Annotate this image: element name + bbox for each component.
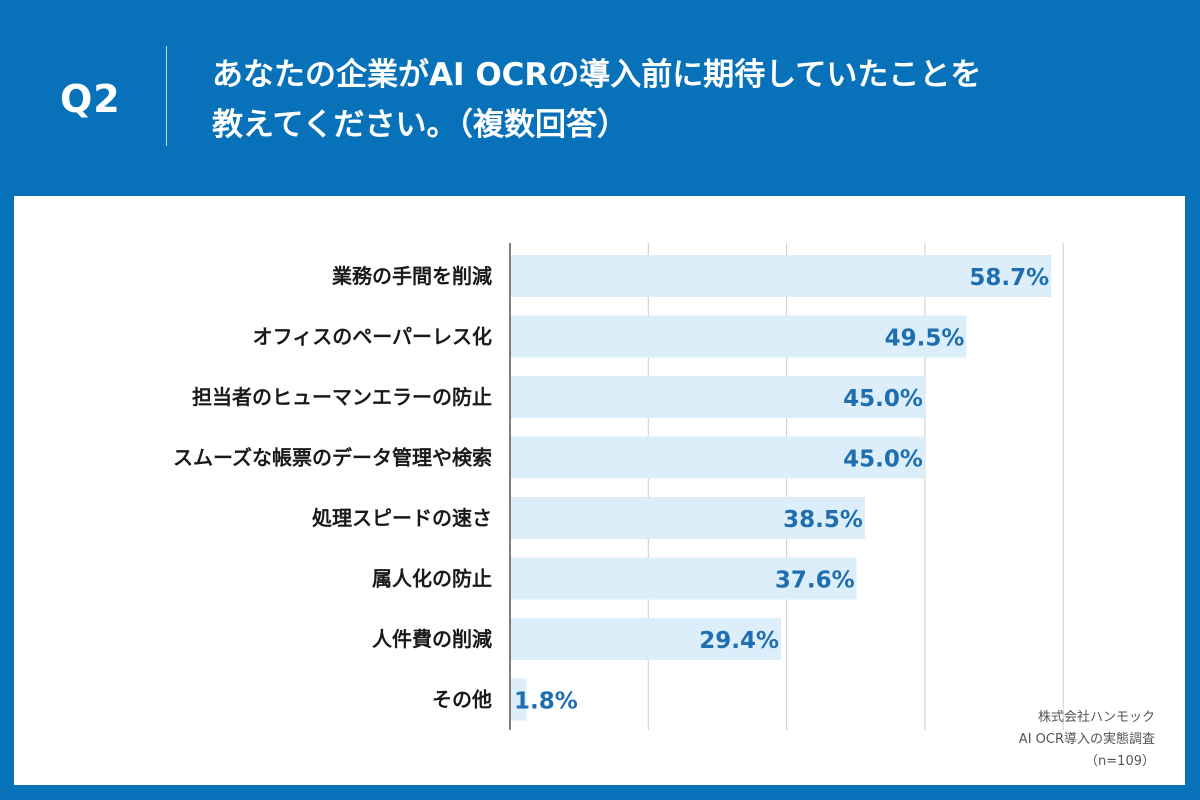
value-label-7: 29.4%	[699, 628, 779, 654]
chart-panel: 業務の手間を削減 58.7% オフィスのペーパーレス化 49.5% 担当者のヒューマンエ…	[14, 196, 1185, 785]
value-label-5: 38.5%	[783, 507, 863, 533]
source-sample: （n=109）	[1085, 754, 1155, 769]
value-label-4: 45.0%	[843, 447, 923, 473]
category-label-4: スムーズな帳票のデータ管理や検索	[173, 446, 492, 470]
source-company: 株式会社ハンモック	[1037, 710, 1155, 725]
category-label-2: オフィスのペーパーレス化	[253, 325, 492, 349]
header-divider	[166, 46, 167, 146]
category-label-7: 人件費の削減	[372, 627, 492, 651]
category-label-1: 業務の手間を削減	[332, 264, 492, 288]
bar-6	[510, 557, 857, 600]
category-label-6: 属人化の防止	[372, 567, 492, 591]
question-line-2: 教えてください。（複数回答）	[212, 107, 629, 143]
value-label-6: 37.6%	[775, 568, 855, 594]
value-label-1: 58.7%	[969, 265, 1049, 291]
bar-8	[510, 678, 527, 721]
value-label-2: 49.5%	[885, 326, 965, 352]
category-label-5: 処理スピードの速さ	[312, 506, 492, 530]
bar-1	[510, 255, 1052, 297]
bar-chart: 業務の手間を削減 58.7% オフィスのペーパーレス化 49.5% 担当者のヒューマンエ…	[173, 243, 1064, 730]
bar-2	[510, 315, 967, 358]
bar-5	[510, 497, 865, 539]
question-number: Q2	[60, 77, 121, 121]
bar-3	[510, 376, 925, 418]
value-label-3: 45.0%	[843, 386, 923, 412]
bar-7	[510, 618, 782, 660]
bar-4	[510, 436, 925, 479]
question-text: あなたの企業がAI OCRの導入前に期待していたことを 教えてください。（複数回…	[212, 50, 1172, 150]
category-label-8: その他	[432, 688, 492, 712]
question-line-1: あなたの企業がAI OCRの導入前に期待していたことを	[212, 57, 982, 93]
source-note: 株式会社ハンモック AI OCR導入の実態調査 （n=109）	[1019, 707, 1155, 773]
source-survey: AI OCR導入の実態調査	[1018, 732, 1155, 747]
value-label-8: 1.8%	[514, 689, 578, 715]
category-label-3: 担当者のヒューマンエラーの防止	[192, 385, 492, 409]
header: Q2 あなたの企業がAI OCRの導入前に期待していたことを 教えてください。（…	[0, 0, 1200, 190]
